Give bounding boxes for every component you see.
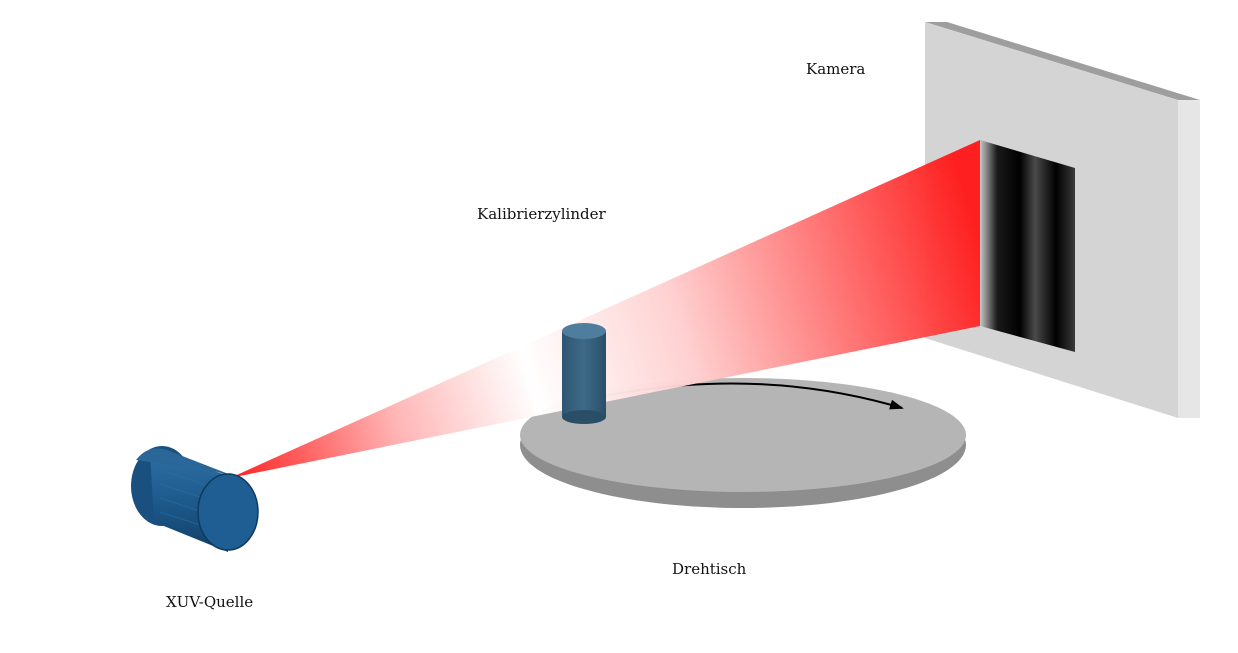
xuv-source: [131, 446, 259, 552]
camera: [925, 22, 1200, 418]
source-front-face: [198, 474, 258, 550]
cylinder-top: [562, 323, 606, 339]
xuv-source-label: XUV-Quelle: [166, 593, 254, 611]
xuv-beam: [230, 140, 980, 478]
camera-side-face: [1178, 100, 1200, 418]
calibration-cylinder-label: Kalibrierzylinder: [477, 205, 606, 223]
source-ribs: [159, 455, 229, 535]
camera-top-face: [925, 22, 1200, 100]
rotary-table: [520, 378, 966, 508]
cylinder-bottom: [562, 410, 606, 424]
calibration-cylinder: [562, 323, 606, 424]
rotary-table-label: Drehtisch: [672, 560, 747, 578]
rotary-table-top: [520, 378, 966, 492]
source-front-rim: [197, 473, 259, 551]
camera-sensor: [980, 140, 1075, 352]
source-body-top: [136, 448, 244, 480]
camera-label: Kamera: [806, 60, 866, 78]
cylinder-body: [562, 331, 606, 417]
